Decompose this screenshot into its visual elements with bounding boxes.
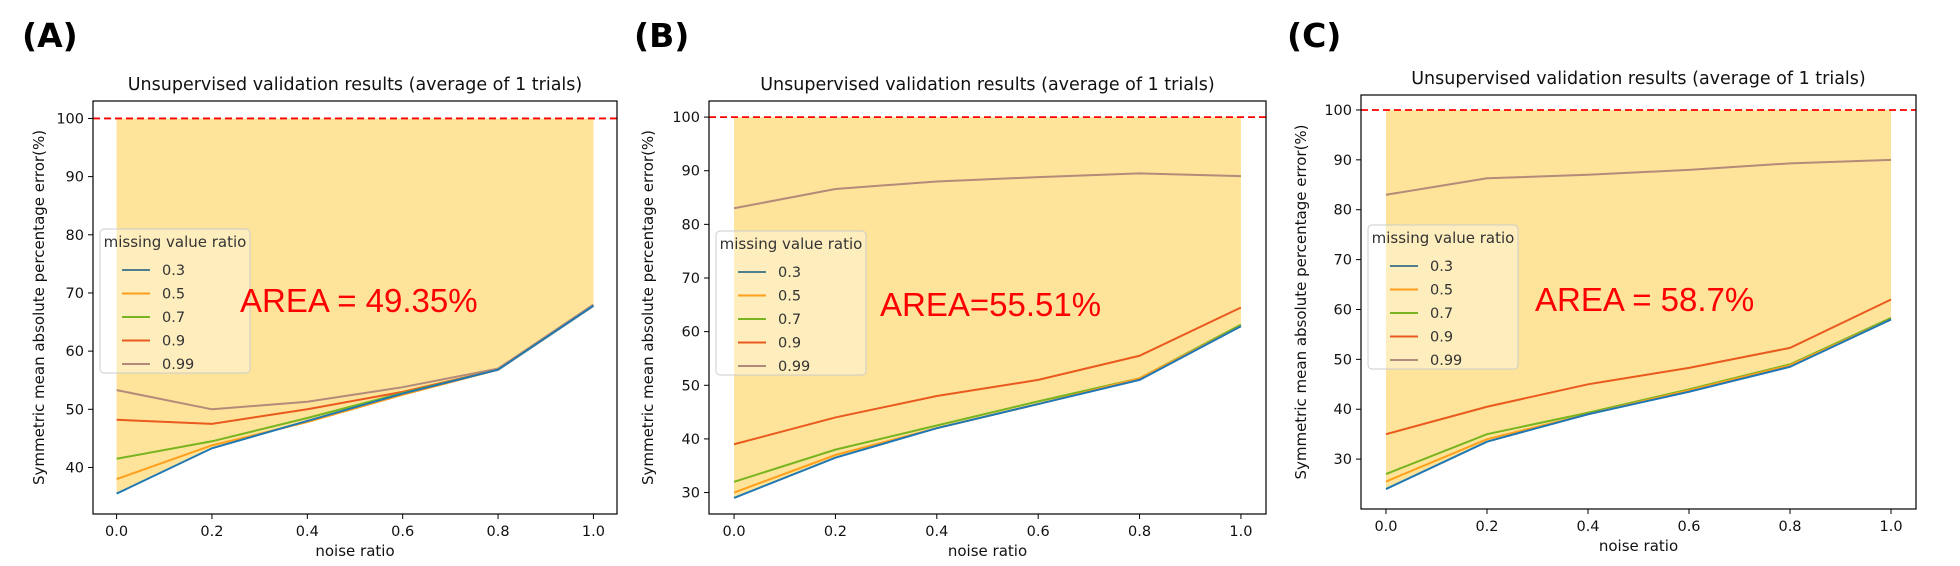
area-annotation: AREA=55.51% bbox=[880, 286, 1101, 323]
legend-label-0.9: 0.9 bbox=[162, 334, 185, 350]
x-tick-label: 0.6 bbox=[391, 524, 414, 540]
x-tick-label: 1.0 bbox=[582, 524, 605, 540]
x-tick-label: 0.2 bbox=[1475, 519, 1498, 535]
y-tick-label: 50 bbox=[682, 378, 700, 394]
x-tick-label: 0.4 bbox=[925, 524, 948, 540]
legend-title: missing value ratio bbox=[104, 233, 247, 251]
x-tick-label: 1.0 bbox=[1229, 524, 1252, 540]
legend-box bbox=[1367, 224, 1519, 370]
x-tick-label: 0.8 bbox=[1128, 524, 1151, 540]
y-tick-label: 100 bbox=[672, 110, 700, 126]
legend-box bbox=[99, 228, 251, 374]
legend-label-0.99: 0.99 bbox=[778, 359, 810, 375]
y-tick-label: 80 bbox=[66, 228, 84, 244]
series-line-0.99 bbox=[1385, 158, 1892, 196]
legend-label-0.9: 0.9 bbox=[1430, 330, 1453, 346]
plot-frame bbox=[1360, 94, 1917, 510]
panel-letter: (A) bbox=[22, 16, 78, 55]
chart-panel-1: (A) Unsupervised validation results (aver… bbox=[22, 16, 618, 560]
x-tick-label: 0.6 bbox=[1027, 524, 1050, 540]
y-axis-label: Symmetric mean absolute percentage error… bbox=[30, 130, 48, 485]
x-axis-label: noise ratio bbox=[315, 542, 394, 560]
error-area-fill bbox=[1385, 109, 1892, 490]
y-axis-label: Symmetric mean absolute percentage error… bbox=[1292, 124, 1310, 479]
legend-label-0.7: 0.7 bbox=[1430, 306, 1453, 322]
series-line-0.9 bbox=[733, 306, 1242, 446]
legend-label-0.5: 0.5 bbox=[162, 287, 185, 303]
plot-frame bbox=[92, 100, 618, 515]
y-tick-label: 50 bbox=[66, 402, 84, 418]
y-tick-label: 60 bbox=[66, 344, 84, 360]
panel-letter: (B) bbox=[634, 16, 689, 55]
legend-label-0.3: 0.3 bbox=[778, 265, 801, 281]
x-tick-label: 1.0 bbox=[1879, 519, 1902, 535]
x-tick-label: 0.6 bbox=[1677, 519, 1700, 535]
legend-title: missing value ratio bbox=[720, 235, 863, 253]
x-tick-label: 0.2 bbox=[824, 524, 847, 540]
x-axis-label: noise ratio bbox=[948, 542, 1027, 560]
series-line-0.3 bbox=[116, 304, 594, 495]
y-tick-label: 80 bbox=[1334, 203, 1352, 219]
legend: missing value ratio 0.3 0.5 0.7 0.9 0.99 bbox=[99, 228, 251, 374]
legend-label-0.7: 0.7 bbox=[162, 310, 185, 326]
x-tick-label: 0.0 bbox=[723, 524, 746, 540]
x-tick-label: 0.0 bbox=[1374, 519, 1397, 535]
legend-label-0.5: 0.5 bbox=[778, 289, 801, 305]
y-tick-label: 30 bbox=[1334, 452, 1352, 468]
series-line-0.99 bbox=[733, 172, 1241, 210]
x-tick-label: 0.4 bbox=[296, 524, 319, 540]
legend-label-0.99: 0.99 bbox=[1430, 353, 1462, 369]
y-tick-label: 40 bbox=[1334, 402, 1352, 418]
x-tick-label: 0.0 bbox=[105, 524, 128, 540]
y-tick-label: 60 bbox=[1334, 302, 1352, 318]
series-line-0.3 bbox=[733, 325, 1242, 499]
panel-letter: (C) bbox=[1287, 16, 1341, 55]
plot-frame bbox=[708, 100, 1267, 515]
legend-label-0.99: 0.99 bbox=[162, 357, 194, 373]
y-tick-label: 100 bbox=[56, 111, 84, 127]
error-area-fill bbox=[734, 117, 1241, 498]
y-axis-label: Symmetric mean absolute percentage error… bbox=[639, 130, 657, 485]
x-tick-label: 0.4 bbox=[1576, 519, 1599, 535]
series-line-0.3 bbox=[1385, 318, 1892, 490]
x-tick-label: 0.8 bbox=[487, 524, 510, 540]
y-tick-label: 80 bbox=[682, 217, 700, 233]
chart-title: Unsupervised validation results (average… bbox=[760, 75, 1214, 95]
legend: missing value ratio 0.3 0.5 0.7 0.9 0.99 bbox=[1367, 224, 1519, 370]
area-annotation: AREA = 49.35% bbox=[240, 282, 478, 319]
y-tick-label: 70 bbox=[66, 286, 84, 302]
legend-label-0.7: 0.7 bbox=[778, 312, 801, 328]
legend-label-0.3: 0.3 bbox=[1430, 259, 1453, 275]
y-tick-label: 40 bbox=[682, 432, 700, 448]
y-tick-label: 100 bbox=[1324, 103, 1352, 119]
series-line-0.9 bbox=[1385, 298, 1892, 436]
legend-box bbox=[715, 230, 867, 376]
error-area-fill bbox=[116, 118, 594, 494]
y-tick-label: 90 bbox=[682, 164, 700, 180]
y-tick-label: 70 bbox=[682, 271, 700, 287]
y-tick-label: 30 bbox=[682, 486, 700, 502]
chart-panel-2: (B) Unsupervised validation results (aver… bbox=[634, 16, 1267, 560]
y-tick-label: 90 bbox=[1334, 153, 1352, 169]
y-tick-label: 50 bbox=[1334, 352, 1352, 368]
x-axis-label: noise ratio bbox=[1599, 537, 1678, 555]
legend: missing value ratio 0.3 0.5 0.7 0.9 0.99 bbox=[715, 230, 867, 376]
x-tick-label: 0.2 bbox=[200, 524, 223, 540]
legend-title: missing value ratio bbox=[1372, 229, 1515, 247]
y-tick-label: 60 bbox=[682, 325, 700, 341]
chart-panel-3: (C) Unsupervised validation results (aver… bbox=[1287, 16, 1917, 555]
chart-title: Unsupervised validation results (average… bbox=[1411, 69, 1865, 89]
legend-label-0.9: 0.9 bbox=[778, 336, 801, 352]
legend-label-0.5: 0.5 bbox=[1430, 283, 1453, 299]
area-annotation: AREA = 58.7% bbox=[1535, 281, 1754, 318]
y-tick-label: 70 bbox=[1334, 253, 1352, 269]
legend-label-0.3: 0.3 bbox=[162, 263, 185, 279]
y-tick-label: 90 bbox=[66, 170, 84, 186]
x-tick-label: 0.8 bbox=[1778, 519, 1801, 535]
y-tick-label: 40 bbox=[66, 460, 84, 476]
chart-title: Unsupervised validation results (average… bbox=[128, 75, 582, 95]
